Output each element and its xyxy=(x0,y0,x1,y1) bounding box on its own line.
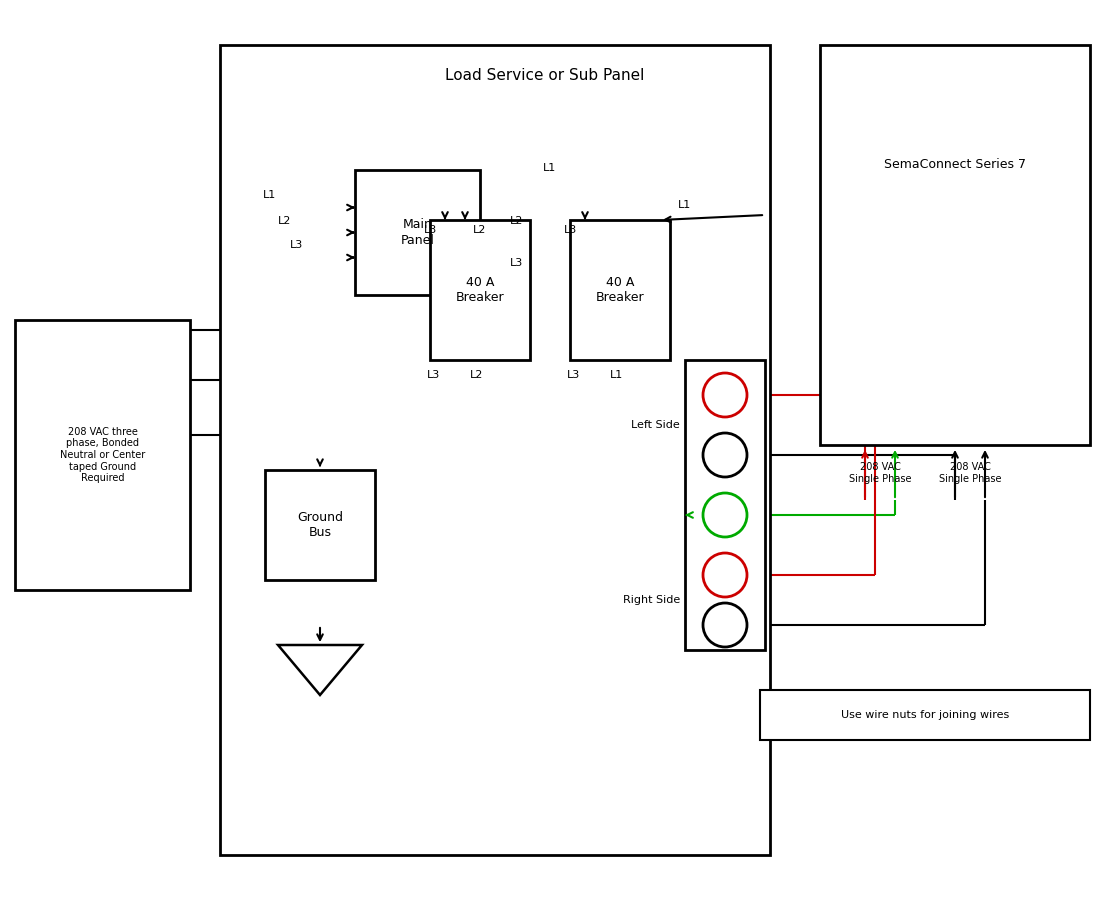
Text: L1: L1 xyxy=(543,163,557,173)
Text: L3: L3 xyxy=(566,370,580,380)
Text: SemaConnect Series 7: SemaConnect Series 7 xyxy=(884,158,1026,172)
Text: L1: L1 xyxy=(263,191,276,201)
Text: Ground
Bus: Ground Bus xyxy=(297,511,343,539)
Text: Load Service or Sub Panel: Load Service or Sub Panel xyxy=(446,68,645,83)
Text: Use wire nuts for joining wires: Use wire nuts for joining wires xyxy=(840,710,1009,720)
Text: L2: L2 xyxy=(470,370,483,380)
Bar xyxy=(430,220,530,360)
Circle shape xyxy=(703,433,747,477)
Bar xyxy=(355,170,480,295)
Text: 40 A
Breaker: 40 A Breaker xyxy=(596,276,645,304)
Text: L3: L3 xyxy=(510,258,524,268)
Bar xyxy=(685,360,764,650)
Text: L3: L3 xyxy=(290,240,304,250)
Text: 208 VAC three
phase, Bonded
Neutral or Center
taped Ground
Required: 208 VAC three phase, Bonded Neutral or C… xyxy=(59,427,145,483)
Text: L3: L3 xyxy=(427,370,440,380)
Text: 208 VAC
Single Phase: 208 VAC Single Phase xyxy=(938,463,1001,484)
Bar xyxy=(570,220,670,360)
Bar xyxy=(220,45,770,855)
Bar xyxy=(15,320,190,590)
Text: L2: L2 xyxy=(278,215,292,226)
Bar xyxy=(760,690,1090,740)
Text: L2: L2 xyxy=(473,225,486,235)
Text: Left Side: Left Side xyxy=(631,420,680,430)
Circle shape xyxy=(703,553,747,597)
Text: 40 A
Breaker: 40 A Breaker xyxy=(455,276,504,304)
Bar xyxy=(820,45,1090,445)
Polygon shape xyxy=(278,645,362,695)
Text: L3: L3 xyxy=(424,225,437,235)
Text: Main
Panel: Main Panel xyxy=(400,219,434,247)
Circle shape xyxy=(703,603,747,647)
Text: 208 VAC
Single Phase: 208 VAC Single Phase xyxy=(849,463,911,484)
Bar xyxy=(265,470,375,580)
Text: L2: L2 xyxy=(510,215,524,226)
Circle shape xyxy=(703,493,747,537)
Text: L1: L1 xyxy=(678,200,691,210)
Circle shape xyxy=(703,373,747,417)
Text: L1: L1 xyxy=(610,370,624,380)
Text: L3: L3 xyxy=(563,225,578,235)
Text: Right Side: Right Side xyxy=(623,595,680,605)
